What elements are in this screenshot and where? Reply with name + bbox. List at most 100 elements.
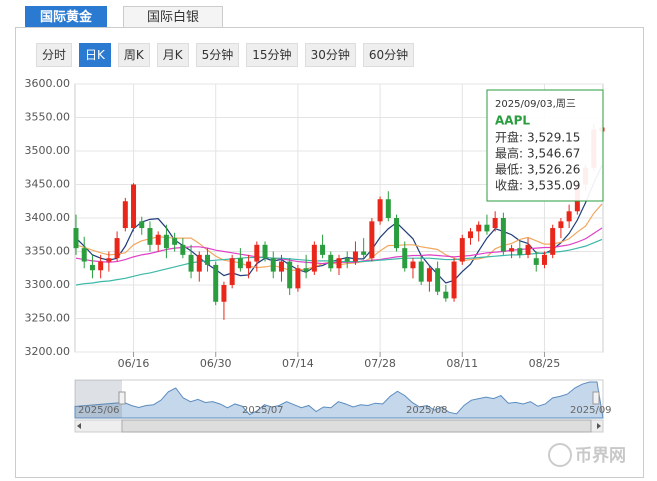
- candle-body: [98, 261, 104, 271]
- candle-body: [122, 201, 128, 229]
- navigator-label: 2025/09: [570, 405, 612, 416]
- y-tick-label: 3400.00: [25, 211, 71, 224]
- candle-body: [484, 224, 490, 232]
- candle-body: [459, 238, 465, 262]
- navigator-area: [74, 381, 604, 419]
- tab[interactable]: 国际黄金: [25, 6, 107, 28]
- candle-body: [426, 268, 432, 282]
- x-tick-label: 07/14: [282, 357, 314, 370]
- candle-body: [106, 258, 112, 262]
- period-bar: 分时 日K 周K 月K 5分钟 15分钟 30分钟 60分钟: [36, 43, 415, 67]
- y-tick-label: 3600.00: [25, 77, 71, 90]
- candle-body: [443, 291, 449, 299]
- candle-body: [237, 258, 243, 269]
- watermark-icon: [548, 443, 572, 467]
- candle-body: [410, 261, 416, 269]
- period-button[interactable]: 日K: [79, 43, 111, 67]
- candle-body: [344, 258, 350, 262]
- candle-body: [270, 258, 276, 272]
- tooltip-date: 2025/09/03,周三: [495, 98, 576, 110]
- navigator-label: 2025/06: [78, 405, 120, 416]
- x-tick-label: 06/16: [118, 357, 150, 370]
- candle-body: [246, 261, 252, 269]
- y-tick-label: 3350.00: [25, 245, 71, 258]
- scrollbar-arrow: [597, 423, 601, 429]
- candle-body: [81, 248, 87, 262]
- candle-body: [435, 268, 441, 292]
- candle-body: [385, 199, 391, 218]
- candle-body: [196, 254, 202, 272]
- candle-body: [418, 261, 424, 282]
- tooltip-name: AAPL: [495, 114, 530, 128]
- y-tick-label: 3500.00: [25, 144, 71, 157]
- x-tick-label: 08/25: [529, 357, 561, 370]
- y-tick-label: 3250.00: [25, 312, 71, 325]
- candle-body: [73, 228, 79, 249]
- tooltip-label: 最低:: [495, 163, 523, 177]
- candle-body: [541, 254, 547, 265]
- candle-body: [295, 268, 301, 289]
- candle-body: [394, 218, 400, 249]
- candle-body: [352, 251, 358, 262]
- y-tick-label: 3450.00: [25, 178, 71, 191]
- x-tick-label: 07/28: [364, 357, 396, 370]
- tooltip-label: 最高:: [495, 146, 523, 161]
- navigator-label: 2025/08: [406, 405, 448, 416]
- candle-body: [163, 234, 169, 249]
- candle-body: [402, 248, 408, 269]
- y-tick-label: 3200.00: [25, 345, 71, 358]
- candle-body: [180, 244, 186, 255]
- tooltip-label: 收盘:: [495, 178, 523, 193]
- period-button[interactable]: 分时: [36, 43, 73, 67]
- candle-body: [476, 224, 482, 232]
- candle-body: [139, 221, 145, 229]
- candle-body: [172, 238, 178, 245]
- candle-body: [311, 244, 317, 272]
- period-button[interactable]: 30分钟: [304, 43, 356, 67]
- scrollbar-thumb[interactable]: [121, 419, 592, 433]
- candle-body: [221, 285, 227, 302]
- candle-body: [336, 258, 342, 269]
- candle-body: [229, 258, 235, 285]
- x-tick-label: 08/11: [446, 357, 478, 370]
- candle-body: [188, 254, 194, 272]
- candle-body: [558, 221, 564, 229]
- period-button[interactable]: 月K: [156, 43, 189, 67]
- period-button[interactable]: 60分钟: [362, 43, 415, 67]
- tooltip-value: 3,535.09: [527, 179, 580, 193]
- x-tick-label: 06/30: [200, 357, 232, 370]
- candle-body: [147, 228, 153, 245]
- candle-body: [509, 248, 515, 252]
- candle-body: [262, 244, 268, 259]
- period-button[interactable]: 15分钟: [246, 43, 298, 67]
- candle-body: [89, 264, 95, 271]
- tooltip-box: [486, 89, 604, 202]
- candle-body: [205, 254, 210, 265]
- period-button[interactable]: 周K: [117, 43, 150, 67]
- candle-body: [451, 261, 457, 299]
- candle-body: [287, 261, 293, 289]
- candle-body: [278, 261, 284, 272]
- candle-body: [254, 244, 260, 262]
- candle-body: [517, 248, 523, 255]
- tooltip-value: 3,529.15: [527, 131, 580, 145]
- navigator-label: 2025/07: [242, 405, 284, 416]
- candle-body: [131, 184, 137, 229]
- watermark: 币界网: [575, 446, 626, 466]
- period-button[interactable]: 5分钟: [195, 43, 240, 67]
- candle-body: [369, 221, 375, 259]
- chart-frame: [15, 27, 644, 478]
- tooltip-label: 开盘:: [495, 130, 523, 145]
- navigator-handle: [592, 391, 600, 405]
- candle-body: [213, 264, 219, 302]
- candle-body: [361, 251, 367, 255]
- navigator-handle: [118, 391, 126, 405]
- scrollbar-arrow: [77, 423, 81, 429]
- tab[interactable]: 国际白银: [123, 6, 223, 28]
- tooltip: 2025/09/03,周三 AAPL 开盘: 3,529.15 最高: 3,546.67 最…: [486, 89, 604, 202]
- y-tick-label: 3550.00: [25, 111, 71, 124]
- candle-body: [492, 218, 498, 229]
- candle-body: [155, 234, 161, 245]
